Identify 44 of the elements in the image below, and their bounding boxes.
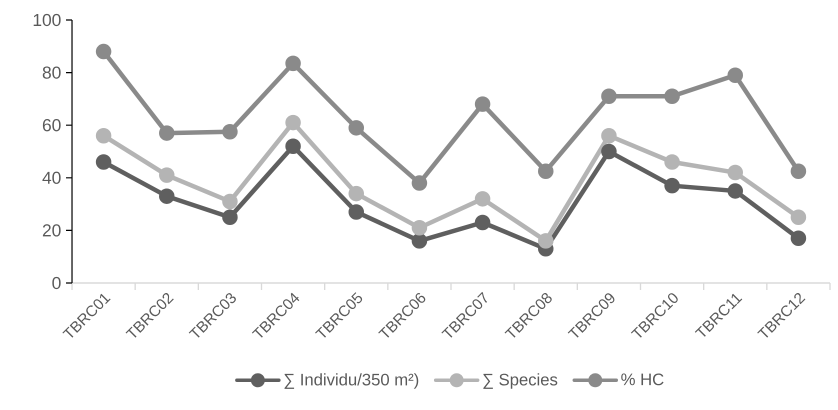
point [601, 144, 617, 160]
y-tick-label: 100 [34, 14, 61, 26]
y-tick-label: 60 [42, 119, 61, 132]
point [285, 138, 301, 154]
point [664, 154, 680, 170]
point [601, 88, 617, 104]
point [96, 154, 112, 170]
point [348, 120, 364, 136]
y-tick-label: 0 [52, 276, 61, 290]
point [412, 175, 428, 191]
point [285, 56, 301, 72]
point [601, 128, 617, 144]
legend-label: ∑ Species [483, 373, 558, 389]
point [96, 44, 112, 60]
point [790, 209, 806, 225]
legend-label: % HC [621, 373, 664, 386]
y-tick-label: 20 [42, 224, 61, 237]
point [664, 178, 680, 194]
point [474, 214, 490, 230]
point [96, 128, 112, 144]
y-tick-label: 40 [42, 172, 61, 184]
point [348, 186, 364, 202]
point [348, 204, 364, 220]
point [285, 114, 301, 130]
point [159, 167, 175, 183]
legend-label: ∑ Individu/350 m²) [284, 373, 418, 389]
point [412, 220, 428, 236]
point [728, 67, 743, 83]
point [538, 163, 554, 179]
point [222, 124, 238, 140]
point [728, 183, 743, 199]
point [538, 233, 554, 249]
point [664, 88, 680, 104]
point [222, 194, 238, 210]
point [790, 163, 806, 179]
y-tick-label: 80 [42, 66, 61, 79]
point [159, 188, 175, 204]
point [222, 209, 238, 225]
point [728, 164, 743, 180]
point [159, 125, 175, 141]
point [412, 233, 428, 249]
point [474, 191, 490, 207]
point [474, 96, 490, 112]
point [790, 230, 806, 246]
